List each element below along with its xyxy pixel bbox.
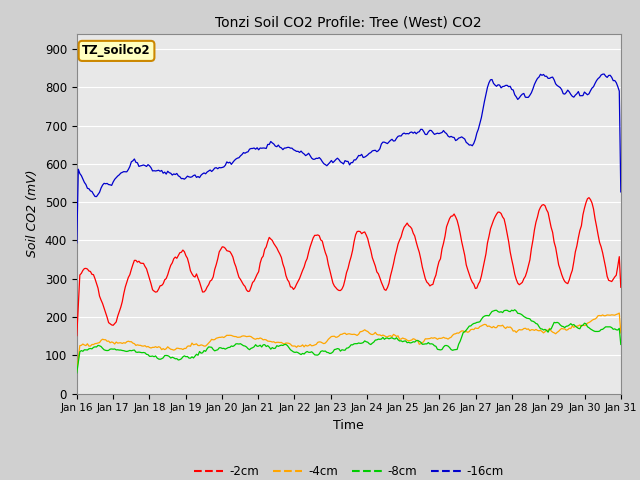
Title: Tonzi Soil CO2 Profile: Tree (West) CO2: Tonzi Soil CO2 Profile: Tree (West) CO2 — [216, 16, 482, 30]
Legend: -2cm, -4cm, -8cm, -16cm: -2cm, -4cm, -8cm, -16cm — [189, 461, 509, 480]
Text: TZ_soilco2: TZ_soilco2 — [82, 44, 151, 58]
Y-axis label: Soil CO2 (mV): Soil CO2 (mV) — [26, 170, 39, 257]
X-axis label: Time: Time — [333, 419, 364, 432]
